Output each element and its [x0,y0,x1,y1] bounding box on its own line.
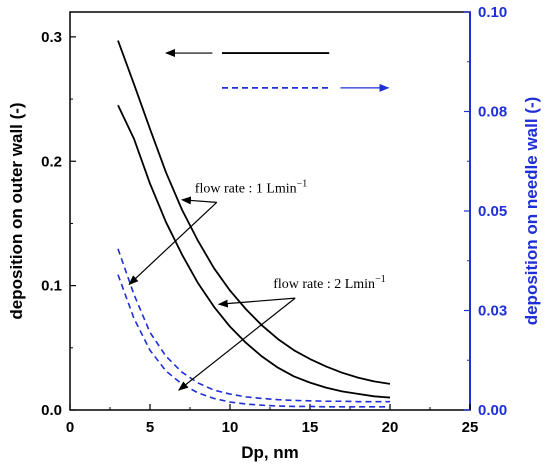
right-axis-ticks: 0.00 0.03 0.05 0.08 0.10 [464,4,507,419]
x-tick-label: 25 [462,419,479,436]
series-line-3 [117,248,390,403]
left-tick-label: 0.1 [41,278,62,295]
annotations: flow rate : 1 Lmin−1 flow rate : 2 Lmin−1 [128,178,386,391]
annotation-2: flow rate : 2 Lmin−1 [273,274,386,292]
right-tick-label: 0.00 [478,402,507,419]
x-tick-label: 5 [146,419,154,436]
x-tick-label: 15 [302,419,319,436]
x-axis-title: Dp, nm [241,443,299,462]
x-axis-ticks: 0 5 10 15 20 25 [66,404,479,436]
left-tick-label: 0.0 [41,402,62,419]
annotation-2-arrow-2 [178,297,296,391]
annotation-1: flow rate : 1 Lmin−1 [195,178,308,196]
annotation-1-arrow-2 [128,201,218,286]
left-tick-label: 0.3 [41,29,62,46]
x-tick-label: 20 [382,419,399,436]
series-line-4 [117,274,390,408]
right-tick-label: 0.10 [478,4,507,21]
x-tick-label: 10 [222,419,239,436]
left-axis-ticks: 0.0 0.1 0.2 0.3 [41,29,76,419]
right-axis-title: deposition on needle wall (-) [522,97,541,326]
right-tick-label: 0.03 [478,303,507,320]
series-line-1 [117,40,391,385]
right-tick-label: 0.05 [478,203,507,220]
legend-indicators [165,49,390,92]
annotation-2-arrow-1 [217,297,296,308]
left-axis-title: deposition on outer wall (-) [7,102,26,319]
series-line-2 [117,104,391,399]
series-layer [117,40,391,408]
left-tick-label: 0.2 [41,153,62,170]
annotation-1-arrow-1 [181,196,217,205]
right-tick-label: 0.08 [478,104,507,121]
x-tick-label: 0 [66,419,74,436]
